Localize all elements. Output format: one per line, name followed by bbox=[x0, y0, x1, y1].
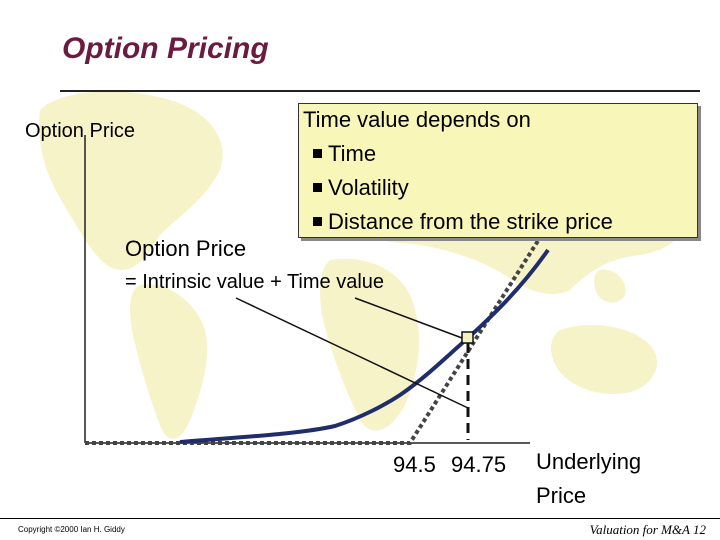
x-axis-label-line-1: Underlying bbox=[536, 449, 642, 474]
bullet-square-icon bbox=[313, 149, 322, 158]
x-tick-label: 94.75 bbox=[451, 452, 507, 477]
intrinsic-value-line bbox=[85, 223, 550, 445]
callout-heading: Time value depends on bbox=[303, 107, 531, 132]
y-axis-label: Option Price bbox=[25, 120, 136, 142]
marker-point bbox=[461, 331, 474, 344]
x-tick-label: 94.5 bbox=[393, 452, 436, 477]
option-price-curve bbox=[179, 248, 550, 444]
formula-line-1: Option Price bbox=[125, 236, 247, 261]
callout-bullet: Volatility bbox=[313, 175, 409, 201]
time-value-callout: Time value depends on Time Volatility Di… bbox=[298, 103, 698, 238]
bullet-square-icon bbox=[313, 217, 322, 226]
x-axis-label-line-2: Price bbox=[536, 483, 587, 508]
callout-bullet: Distance from the strike price bbox=[313, 209, 613, 235]
title-underline bbox=[60, 90, 700, 92]
formula-line-2: = Intrinsic value + Time value bbox=[125, 271, 385, 293]
slide-footer: Valuation for M&A 12 bbox=[589, 522, 706, 537]
time-value-pointer bbox=[235, 297, 469, 409]
option-price-pointer bbox=[354, 297, 463, 339]
bullet-square-icon bbox=[313, 183, 322, 192]
slide-title: Option Pricing bbox=[62, 32, 269, 65]
copyright-notice: Copyright ©2000 Ian H. Giddy bbox=[18, 525, 125, 534]
callout-bullet: Time bbox=[313, 141, 376, 167]
footer-rule bbox=[0, 518, 720, 519]
